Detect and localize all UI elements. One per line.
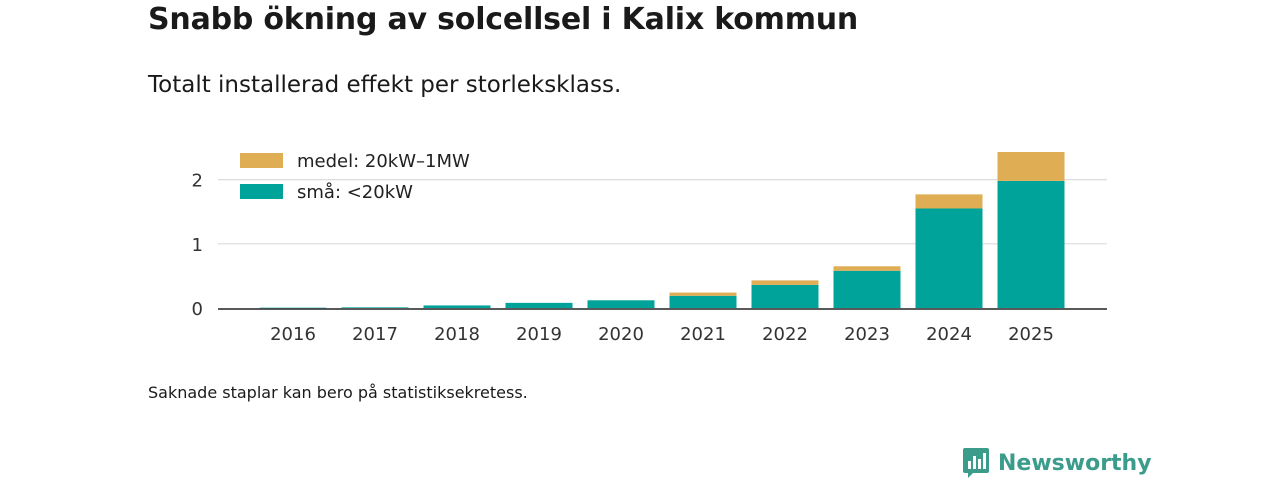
bar-2021-series-0	[669, 295, 737, 308]
chart-title: Snabb ökning av solcellsel i Kalix kommu…	[148, 2, 859, 37]
legend: medel: 20kW–1MW små: <20kW	[240, 151, 470, 203]
y-tick-label-2: 2	[192, 171, 203, 192]
x-tick-label-2021: 2021	[680, 324, 726, 345]
brand-name: Newsworthy	[998, 450, 1152, 476]
bar-chart: 0 1 2 2016 2017 2018 2019 2020 2021 2022 2023 2024…	[192, 151, 1107, 345]
legend-swatch-0	[240, 153, 283, 168]
bar-2016-series-0	[259, 307, 327, 309]
x-axis-ticks: 2016 2017 2018 2019 2020 2021 2022 2023 2024 2025	[270, 324, 1054, 345]
x-tick-label-2023: 2023	[844, 324, 890, 345]
legend-swatch-1	[240, 184, 283, 199]
bar-2018-series-0	[423, 305, 491, 308]
brand-logo[interactable]: Newsworthy	[962, 447, 1152, 479]
bar-2019-series-0	[505, 302, 573, 308]
legend-label-0: medel: 20kW–1MW	[297, 151, 470, 172]
bar-2022-series-0	[751, 284, 819, 308]
x-tick-label-2016: 2016	[270, 324, 316, 345]
bar-2021-series-1	[669, 292, 737, 296]
bar-2023-series-1	[833, 266, 901, 271]
bar-2022-series-1	[751, 280, 819, 285]
bars	[259, 151, 1065, 309]
x-tick-label-2018: 2018	[434, 324, 480, 345]
chart-subtitle: Totalt installerad effekt per storlekskl…	[148, 72, 622, 98]
y-tick-label-1: 1	[192, 235, 203, 256]
bar-2017-series-0	[341, 307, 409, 308]
newsworthy-bar-chart-icon	[963, 448, 989, 478]
bar-2023-series-0	[833, 270, 901, 308]
bar-2025-series-0	[997, 180, 1065, 308]
x-tick-label-2022: 2022	[762, 324, 808, 345]
footnote: Saknade staplar kan bero på statistiksek…	[148, 383, 528, 402]
y-tick-label-0: 0	[192, 299, 203, 320]
bar-2024-series-0	[915, 208, 983, 308]
x-tick-label-2019: 2019	[516, 324, 562, 345]
bar-2025-series-1	[997, 151, 1065, 181]
bar-2024-series-1	[915, 194, 983, 209]
x-tick-label-2020: 2020	[598, 324, 644, 345]
x-tick-label-2025: 2025	[1008, 324, 1054, 345]
x-tick-label-2024: 2024	[926, 324, 972, 345]
legend-label-1: små: <20kW	[297, 182, 413, 203]
bar-2020-series-0	[587, 300, 655, 308]
x-tick-label-2017: 2017	[352, 324, 398, 345]
y-axis-ticks: 0 1 2	[192, 171, 203, 320]
